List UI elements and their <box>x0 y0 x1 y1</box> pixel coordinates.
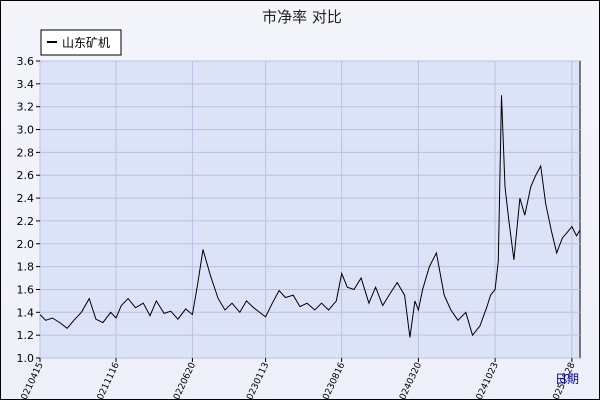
y-tick-label: 2.0 <box>17 238 35 251</box>
x-tick-label: 20230113 <box>243 361 271 400</box>
grid-lines <box>39 60 580 359</box>
x-tick-label: 20220620 <box>170 361 199 400</box>
legend-label: 山东矿机 <box>62 36 110 50</box>
x-tick-label: 20241023 <box>472 361 500 400</box>
y-tick-label: 1.4 <box>17 306 35 319</box>
x-tick-label: 20210415 <box>17 361 45 400</box>
y-tick-label: 1.0 <box>17 352 35 365</box>
y-tick-label: 2.8 <box>17 146 35 159</box>
plot-area <box>39 60 581 359</box>
x-tick-label: 20230816 <box>319 361 348 400</box>
legend: 山东矿机 <box>40 29 122 56</box>
x-tick-label: 20211116 <box>93 361 122 400</box>
y-tick-label: 2.4 <box>17 192 35 205</box>
y-tick-label: 2.2 <box>17 215 35 228</box>
y-tick-label: 1.2 <box>17 329 35 342</box>
x-axis-ticks: 20210415 20211116 20220620 20230113 20230816… <box>17 358 578 400</box>
x-tick-label: 20240320 <box>396 361 425 400</box>
y-tick-label: 3.4 <box>17 78 35 91</box>
y-tick-label: 2.6 <box>17 169 35 182</box>
series-line <box>39 95 581 338</box>
y-tick-label: 3.0 <box>17 124 35 137</box>
y-tick-label: 1.6 <box>17 283 35 296</box>
y-axis-ticks: 1.0 1.2 1.4 1.6 1.8 2.0 2.2 2.4 2.6 2.8 3.0 3.2 3.4 3… <box>17 55 40 365</box>
y-tick-label: 1.8 <box>17 261 35 274</box>
chart-title: 市净率 对比 <box>262 8 342 26</box>
y-tick-label: 3.2 <box>17 101 35 114</box>
x-axis-label: 日期 <box>555 372 579 386</box>
y-tick-label: 3.6 <box>17 55 35 68</box>
